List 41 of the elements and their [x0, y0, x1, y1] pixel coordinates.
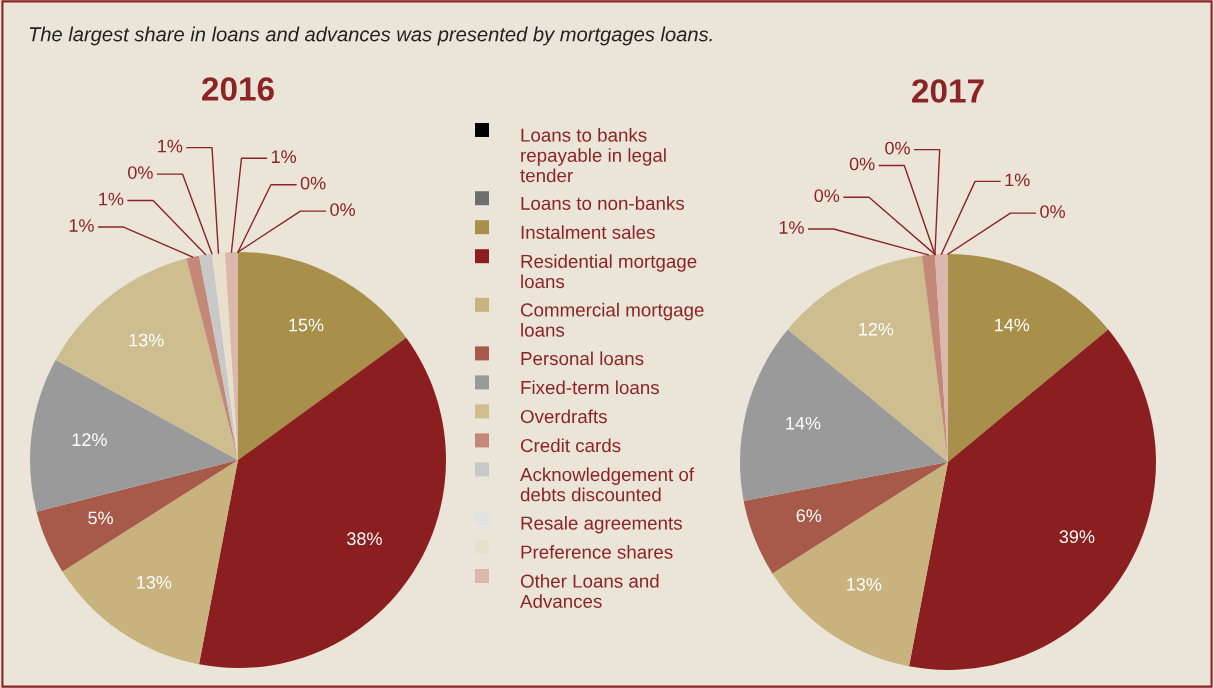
legend-label: Loans to non-banks — [521, 196, 685, 210]
chart-title: 2017 — [912, 79, 984, 103]
legend-label: Personal loans — [521, 351, 644, 366]
text: 0% — [300, 176, 326, 190]
data-label: 13% — [847, 577, 882, 591]
data-label: 15% — [289, 318, 324, 332]
data-label: 38% — [347, 532, 382, 546]
data-label: 13% — [137, 575, 172, 589]
legend-label: Resale agreements — [521, 516, 682, 534]
text: 0% — [1040, 205, 1065, 218]
legend-label: Credit cards — [520, 438, 621, 453]
data-label: 1% — [1005, 173, 1030, 187]
legend-label: Loans to banks repayable in legal tender — [520, 128, 666, 183]
text: 0% — [128, 166, 153, 179]
data-label: 6% — [796, 509, 822, 522]
data-label: 1% — [158, 139, 183, 153]
legend-label: Acknowledgement of debts discounted — [520, 467, 695, 502]
data-label: 39% — [1059, 530, 1095, 544]
data-label: 1% — [779, 221, 804, 234]
text: 0% — [330, 203, 355, 216]
legend-label: Overdrafts — [520, 409, 607, 424]
legend-label: Preference shares — [521, 545, 673, 559]
legend-label: Fixed-term loans — [521, 380, 659, 395]
text: 0% — [814, 189, 840, 203]
data-label: 13% — [129, 333, 164, 347]
text: The largest share in loans and advances was presented by mortgages loans. — [29, 26, 712, 46]
text: 0% — [885, 141, 910, 155]
text: 0% — [849, 157, 875, 171]
legend-label: Instalment sales — [521, 225, 655, 239]
data-label: 5% — [88, 511, 113, 525]
data-label: 1% — [271, 150, 297, 163]
data-label: 1% — [69, 219, 94, 232]
chart-title: 2016 — [202, 77, 274, 101]
legend-label: Residential mortgage loans — [521, 254, 697, 289]
data-label: 1% — [99, 192, 124, 206]
data-label: 14% — [786, 416, 821, 430]
data-label: 12% — [72, 433, 107, 447]
legend-label: Other Loans and Advances — [520, 574, 659, 608]
data-label: 12% — [859, 322, 894, 336]
data-label: 14% — [995, 318, 1030, 332]
legend-label: Commercial mortgage loans — [520, 302, 704, 337]
